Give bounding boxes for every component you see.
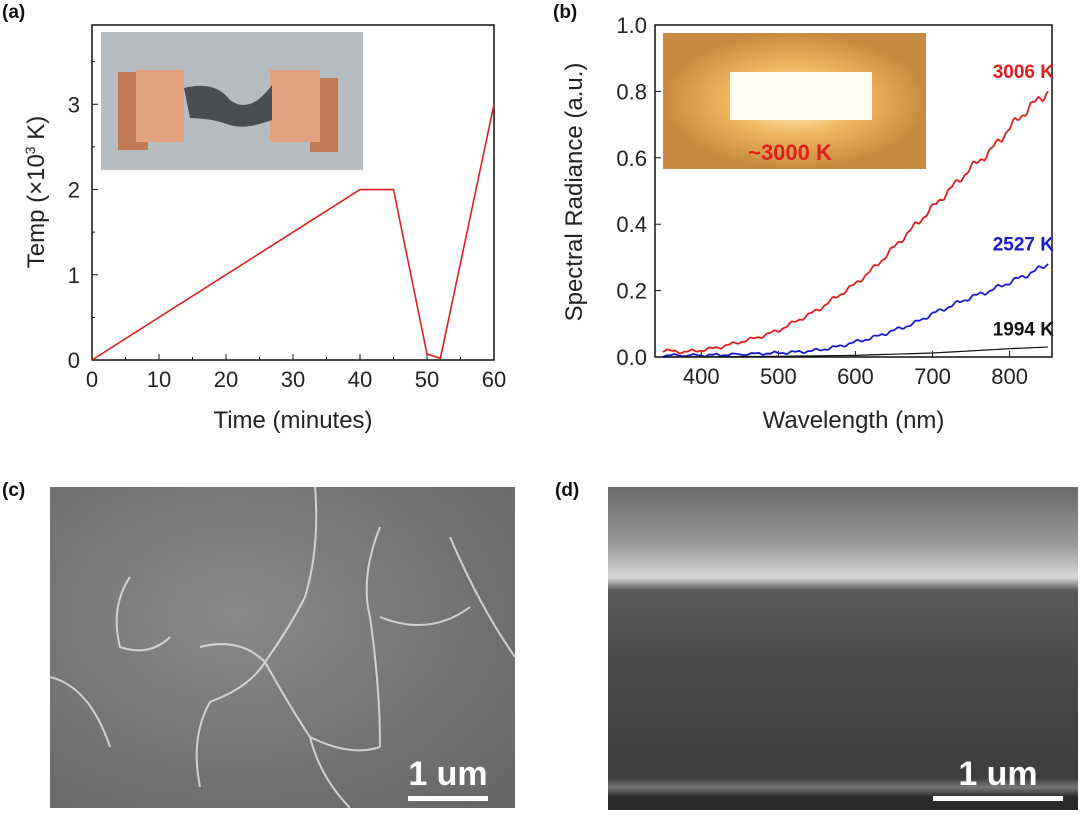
scale-label-c: 1 um [408, 755, 488, 793]
y-tick-label: 0 [68, 348, 80, 373]
sem-image-c: 1 um [50, 487, 515, 808]
series-label: 3006 K [993, 62, 1055, 83]
y-tick-label: 2 [68, 178, 80, 203]
x-tick-label: 700 [914, 364, 951, 389]
x-tick-label: 400 [683, 364, 720, 389]
wrinkle-lines [50, 487, 515, 808]
chart-a: 0 10 20 30 40 50 60 0 1 2 3 Time (minutes) Temp (×10… [22, 24, 506, 434]
x-axis-label: Time (minutes) [213, 407, 372, 434]
spectrum-line-3006-K [662, 90, 1049, 355]
y-axis-label: Temp (×103 K) [22, 116, 50, 269]
x-tick-label: 40 [348, 367, 372, 392]
x-tick-label: 800 [991, 364, 1028, 389]
inset-temperature-label: ~3000 K [748, 140, 832, 165]
copper-electrode-left [136, 70, 184, 142]
y-tick-label: 1 [68, 263, 80, 288]
x-tick-label: 10 [147, 367, 171, 392]
glowing-film [730, 72, 872, 120]
copper-electrode-right [270, 70, 320, 142]
x-tick-label: 50 [415, 367, 439, 392]
x-tick-label: 500 [760, 364, 797, 389]
inset-photo-a [101, 32, 363, 170]
y-tick-label: 0.6 [616, 146, 647, 171]
y-tick-label: 0.0 [616, 345, 647, 370]
y-tick-label: 0.2 [616, 279, 647, 304]
x-tick-label: 60 [482, 367, 506, 392]
y-tick-label: 3 [68, 92, 80, 117]
inset-photo-b: ~3000 K [663, 33, 926, 169]
temperature-line [91, 104, 495, 361]
y-axis-label: Spectral Radiance (a.u.) [561, 63, 588, 322]
x-tick-label: 0 [86, 367, 98, 392]
y-tick-label: 1.0 [616, 13, 647, 38]
y-tick-label: 0.4 [616, 212, 647, 237]
scale-bar-d: 1 um [933, 755, 1063, 801]
spectrum-line-1994-K [662, 346, 1049, 358]
series-label: 2527 K [993, 235, 1055, 256]
x-tick-label: 20 [214, 367, 238, 392]
y-tick-label: 0.8 [616, 79, 647, 104]
sem-image-d: 1 um [608, 487, 1078, 810]
scale-label-d: 1 um [958, 755, 1038, 793]
panel-label-b: (b) [553, 2, 578, 23]
chart-b: ~3000 K 400 500 600 700 800 0.0 0.2 0.4 0.6 0.8 1.0… [561, 13, 1055, 434]
film-strip [184, 85, 272, 127]
panel-label-d: (d) [555, 480, 580, 501]
x-tick-label: 600 [837, 364, 874, 389]
scale-bar-c: 1 um [408, 755, 488, 801]
series-label: 1994 K [993, 319, 1055, 340]
plot-frame [654, 24, 1053, 358]
panel-label-c: (c) [2, 480, 26, 501]
spectrum-line-2527-K [662, 263, 1049, 358]
x-axis-label: Wavelength (nm) [763, 407, 945, 434]
x-tick-label: 30 [281, 367, 305, 392]
panel-label-a: (a) [2, 2, 26, 23]
